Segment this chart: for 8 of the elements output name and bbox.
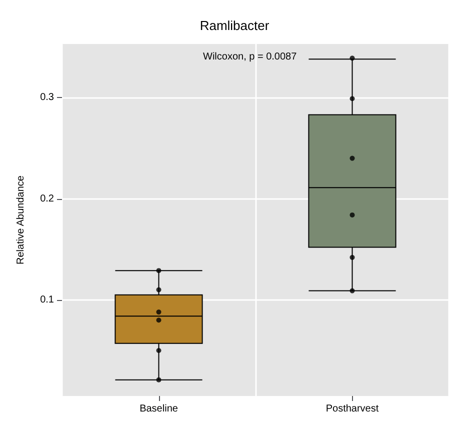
chart-title: Ramlibacter xyxy=(200,18,270,33)
x-tick-label: Postharvest xyxy=(326,404,379,414)
annotation: Wilcoxon, p = 0.0087 xyxy=(203,52,298,62)
x-tick-label: Baseline xyxy=(140,404,178,414)
y-tick-label: 0.2 xyxy=(40,193,54,204)
y-axis-title: Relative Abundance xyxy=(16,175,26,264)
y-tick-label: 0.3 xyxy=(40,92,54,104)
y-tick-label: 0.1 xyxy=(40,294,54,306)
